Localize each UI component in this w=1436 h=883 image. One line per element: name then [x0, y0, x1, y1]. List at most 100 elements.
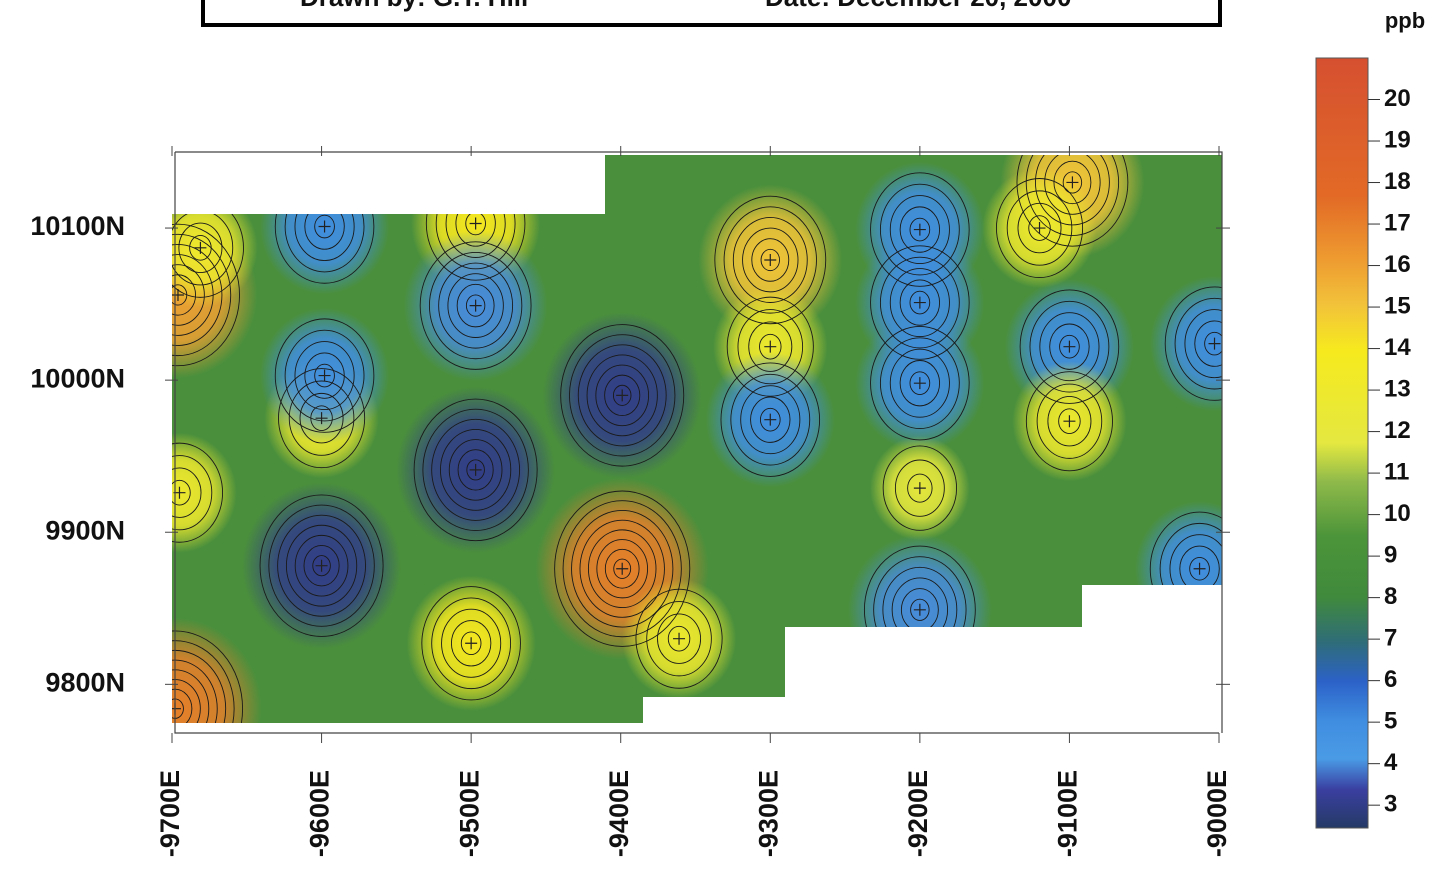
contour-line	[1029, 300, 1110, 393]
contour-line	[730, 373, 811, 466]
x-tick-label: -9400E	[604, 770, 634, 857]
contour-line	[870, 326, 970, 441]
contour-line	[751, 238, 790, 282]
contour-line	[909, 290, 931, 315]
colorbar-label: ppb	[1385, 8, 1425, 33]
contour-line	[740, 385, 801, 455]
contour-line	[304, 352, 345, 399]
contour-line	[760, 248, 780, 272]
contour-line	[421, 586, 521, 701]
contour-line	[1044, 155, 1101, 215]
contour-line	[899, 360, 941, 407]
sample-point	[318, 220, 331, 233]
contour-line	[604, 374, 641, 417]
contour-line	[422, 408, 529, 531]
x-tick-label: -9200E	[903, 770, 933, 857]
contour-line	[612, 384, 632, 406]
contour-line	[440, 428, 512, 511]
contour-line	[1164, 286, 1222, 401]
sample-point	[1033, 222, 1046, 235]
x-tick-label: -9300E	[753, 770, 783, 857]
contour-line	[889, 268, 950, 338]
sample-point	[469, 463, 482, 476]
y-tick-label: 10000N	[30, 363, 125, 393]
contour-line	[613, 558, 632, 579]
colorbar-tick-label: 16	[1384, 251, 1411, 278]
contour-line	[189, 234, 212, 261]
contour-line	[466, 459, 485, 481]
sample-point	[673, 632, 686, 645]
x-tick-label: -9700E	[155, 770, 185, 857]
contour-line	[1025, 155, 1120, 237]
contour-line	[889, 348, 950, 418]
x-tick-label: -9100E	[1053, 770, 1083, 857]
contour-line	[447, 273, 504, 338]
contour-line	[732, 217, 808, 303]
colorbar-tick-label: 4	[1384, 749, 1398, 776]
sample-point	[318, 369, 331, 382]
sample-point	[764, 340, 777, 353]
contour-line	[460, 631, 482, 656]
contour-line	[759, 333, 782, 360]
colorbar-tick-label: 19	[1384, 126, 1411, 153]
contour-line	[172, 479, 191, 506]
y-tick-label: 9800N	[45, 667, 125, 697]
sample-point	[315, 412, 328, 425]
contour-line	[274, 318, 375, 433]
contour-line	[737, 309, 804, 385]
x-tick-label: -9600E	[305, 770, 335, 857]
colorbar-tick-label: 15	[1384, 292, 1411, 319]
contour-line	[879, 256, 960, 349]
colorbar-tick-label: 10	[1384, 500, 1411, 527]
contour-field	[172, 155, 1222, 723]
colorbar	[1315, 57, 1369, 829]
sample-point	[913, 482, 926, 495]
contour-line	[172, 264, 205, 326]
sample-point	[1063, 340, 1076, 353]
sample-point	[1066, 176, 1079, 189]
sample-point	[469, 217, 482, 230]
sample-point	[616, 562, 629, 575]
contour-line	[894, 459, 945, 517]
sample-point	[913, 377, 926, 390]
contour-line	[172, 223, 240, 367]
contour-line	[441, 608, 502, 678]
contour-line	[1049, 323, 1090, 370]
sample-point	[194, 241, 207, 254]
contour-line	[294, 534, 349, 597]
contour-line	[431, 597, 512, 690]
contour-line	[314, 363, 335, 388]
colorbar-tick-label: 5	[1384, 707, 1397, 734]
contour-line	[294, 341, 355, 411]
contour-line	[1059, 334, 1080, 359]
contour-line	[587, 529, 657, 609]
contour-line	[909, 371, 931, 395]
contour-line	[889, 195, 950, 265]
contour-line	[596, 539, 649, 599]
sample-point	[1208, 337, 1221, 350]
contour-line	[465, 294, 486, 317]
contour-line	[172, 467, 202, 518]
contour-line	[748, 321, 793, 372]
sample-point	[465, 637, 478, 650]
contour-line	[1019, 289, 1120, 404]
contour-line	[554, 490, 691, 647]
contour-line	[562, 500, 682, 638]
sample-point	[1193, 562, 1206, 575]
contour-line	[428, 252, 523, 360]
contour-line	[277, 514, 366, 617]
contour-line	[909, 217, 931, 242]
sample-point	[913, 603, 926, 616]
sample-point	[616, 389, 629, 402]
contour-line	[667, 625, 691, 652]
contour-line	[720, 362, 821, 477]
contour-line	[910, 598, 930, 621]
header-text: Date: December 20, 2000	[765, 0, 1071, 12]
contour-line	[1017, 202, 1062, 254]
contour-line	[450, 620, 492, 667]
contour-line	[259, 494, 384, 637]
contour-line	[419, 241, 532, 370]
contour-line	[1039, 312, 1100, 382]
colorbar-tick-label: 11	[1384, 458, 1409, 485]
contour-line	[172, 442, 224, 543]
